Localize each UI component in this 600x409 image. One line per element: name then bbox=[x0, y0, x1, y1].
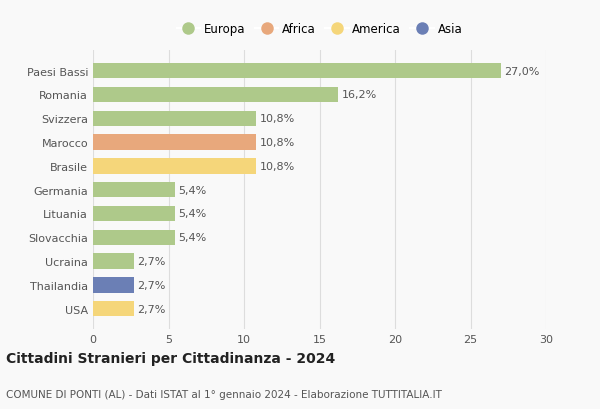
Text: 5,4%: 5,4% bbox=[178, 209, 206, 219]
Bar bbox=[93, 111, 256, 127]
Text: 2,7%: 2,7% bbox=[137, 280, 166, 290]
Text: 10,8%: 10,8% bbox=[260, 114, 295, 124]
Text: Cittadini Stranieri per Cittadinanza - 2024: Cittadini Stranieri per Cittadinanza - 2… bbox=[6, 351, 335, 365]
Text: 27,0%: 27,0% bbox=[505, 67, 540, 76]
Legend: Europa, Africa, America, Asia: Europa, Africa, America, Asia bbox=[172, 18, 467, 40]
Bar bbox=[93, 277, 134, 293]
Text: 16,2%: 16,2% bbox=[341, 90, 377, 100]
Text: 5,4%: 5,4% bbox=[178, 185, 206, 195]
Bar bbox=[93, 230, 175, 245]
Text: 2,7%: 2,7% bbox=[137, 304, 166, 314]
Bar bbox=[93, 206, 175, 222]
Bar bbox=[93, 182, 175, 198]
Bar bbox=[93, 64, 500, 79]
Bar bbox=[93, 88, 338, 103]
Text: 10,8%: 10,8% bbox=[260, 162, 295, 171]
Bar bbox=[93, 135, 256, 151]
Bar bbox=[93, 254, 134, 269]
Bar bbox=[93, 159, 256, 174]
Text: COMUNE DI PONTI (AL) - Dati ISTAT al 1° gennaio 2024 - Elaborazione TUTTITALIA.I: COMUNE DI PONTI (AL) - Dati ISTAT al 1° … bbox=[6, 389, 442, 399]
Text: 2,7%: 2,7% bbox=[137, 256, 166, 266]
Text: 5,4%: 5,4% bbox=[178, 233, 206, 243]
Bar bbox=[93, 301, 134, 317]
Text: 10,8%: 10,8% bbox=[260, 138, 295, 148]
